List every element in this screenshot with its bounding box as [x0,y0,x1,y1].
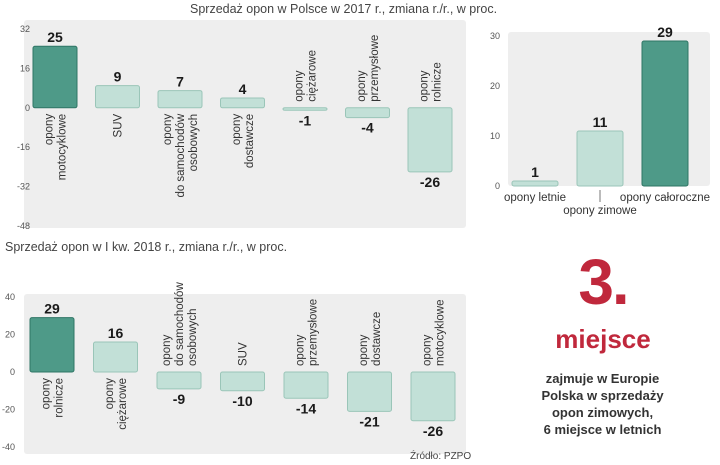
chart-0-bar [157,90,203,109]
chart-0-category-label: opony [419,70,431,102]
chart-1-value-label: 29 [657,24,673,40]
chart-0-ytick: 16 [20,63,30,73]
chart-2-ytick: -40 [2,442,15,452]
chart-0-bar [282,107,328,111]
chart-0-title: Sprzedaż opon w Polsce w 2017 r., zmiana… [190,2,497,16]
chart-2-category-label: SUV [238,342,250,366]
chart-0-category-label: rolnicze [432,62,444,102]
chart-1-ytick: 0 [495,181,500,191]
chart-0-ytick: 32 [20,24,30,34]
rank-word: miejsce [555,324,651,354]
chart-2-value-label: -9 [173,391,186,407]
chart-0-value-label: -26 [420,174,440,190]
chart-2-category-label: opony [161,334,173,366]
chart-2-category-label: dostawcze [371,312,383,366]
chart-2-bar [283,371,329,399]
chart-1-value-label: 1 [531,164,539,180]
chart-2-ytick: 0 [10,367,15,377]
chart-0-bar [407,107,453,173]
chart-0-value-label: -1 [299,112,312,128]
rank-number: 3. [578,246,629,318]
chart-2-category-label: ciężarowe [117,378,129,430]
chart-2-ytick: 20 [5,330,15,340]
chart-0-category-label: ciężarowe [307,50,319,102]
chart-0-panel [24,20,466,228]
chart-2-bar [220,371,265,392]
chart-2-category-label: opony [358,334,370,366]
chart-1-ytick: 20 [490,81,500,91]
chart-1-ytick: 30 [490,31,500,41]
chart-2-value-label: 29 [44,301,60,317]
chart-2-category-label: rolnicze [54,378,66,418]
chart-0-category-label: SUV [113,113,125,137]
chart-1-category-label: opony całoroczne [620,192,710,204]
chart-2-category-label: przemysłowe [308,299,320,366]
chart-0-ytick: -16 [17,142,30,152]
chart-1-category-label: opony zimowe [563,205,637,217]
chart-1-bar [576,130,624,187]
chart-2-value-label: -10 [232,393,252,409]
chart-0-value-label: 4 [239,81,247,97]
chart-0-category-label: opony [231,114,243,146]
chart-1-bar [641,40,689,187]
chart-2-bar [93,341,138,373]
chart-0-value-label: -4 [361,120,374,136]
chart-0-bar [32,45,78,109]
chart-0-bar [345,107,390,119]
chart-0-category-label: do samochodów [175,113,187,197]
chart-2-bar [156,371,202,390]
chart-0-value-label: 25 [47,29,63,45]
chart-0-category-label: opony [356,70,368,102]
chart-2-category-label: opony [104,378,116,410]
chart-0-ytick: -32 [17,182,30,192]
chart-0-value-label: 7 [176,74,184,90]
chart-2-bar [347,371,392,412]
chart-0-value-label: 9 [114,69,122,85]
chart-1-category-label: opony letnie [504,192,566,204]
chart-2-category-label: opony [41,378,53,410]
chart-2-category-label: do samochodów [174,282,186,366]
chart-2-bar [29,317,75,373]
chart-0-category-label: przemysłowe [369,35,381,102]
chart-2-value-label: -21 [359,413,379,429]
chart-0-category-label: osobowych [188,114,200,172]
chart-2-value-label: -14 [296,400,316,416]
chart-2-category-label: opony [422,334,434,366]
chart-2-category-label: motocyklowe [435,300,447,366]
chart-0-ytick: 0 [25,103,30,113]
chart-2-category-label: opony [295,334,307,366]
chart-0-category-label: opony [294,70,306,102]
source-note: Źródło: PZPO [410,451,472,462]
chart-2-title: Sprzedaż opon w I kw. 2018 r., zmiana r.… [5,240,287,254]
chart-1-bar [511,180,559,187]
chart-0-category-label: opony [44,114,56,146]
chart-2-ytick: 40 [5,292,15,302]
chart-1-ytick: 10 [490,131,500,141]
chart-0-bar [95,85,140,109]
chart-0-category-label: motocyklowe [57,114,69,180]
chart-0-ytick: -48 [17,221,30,231]
chart-2-bar [410,371,456,422]
chart-2-ytick: -20 [2,405,15,415]
chart-2-value-label: -26 [423,423,443,439]
chart-1-value-label: 11 [593,114,608,130]
chart-2-value-label: 16 [108,325,124,341]
chart-0-category-label: opony [162,114,174,146]
rank-description: zajmuje w Europie Polska w sprzedaży opo… [541,371,664,437]
chart-2-category-label: osobowych [187,308,199,366]
chart-0-bar [220,97,265,109]
chart-0-category-label: dostawcze [244,114,256,168]
